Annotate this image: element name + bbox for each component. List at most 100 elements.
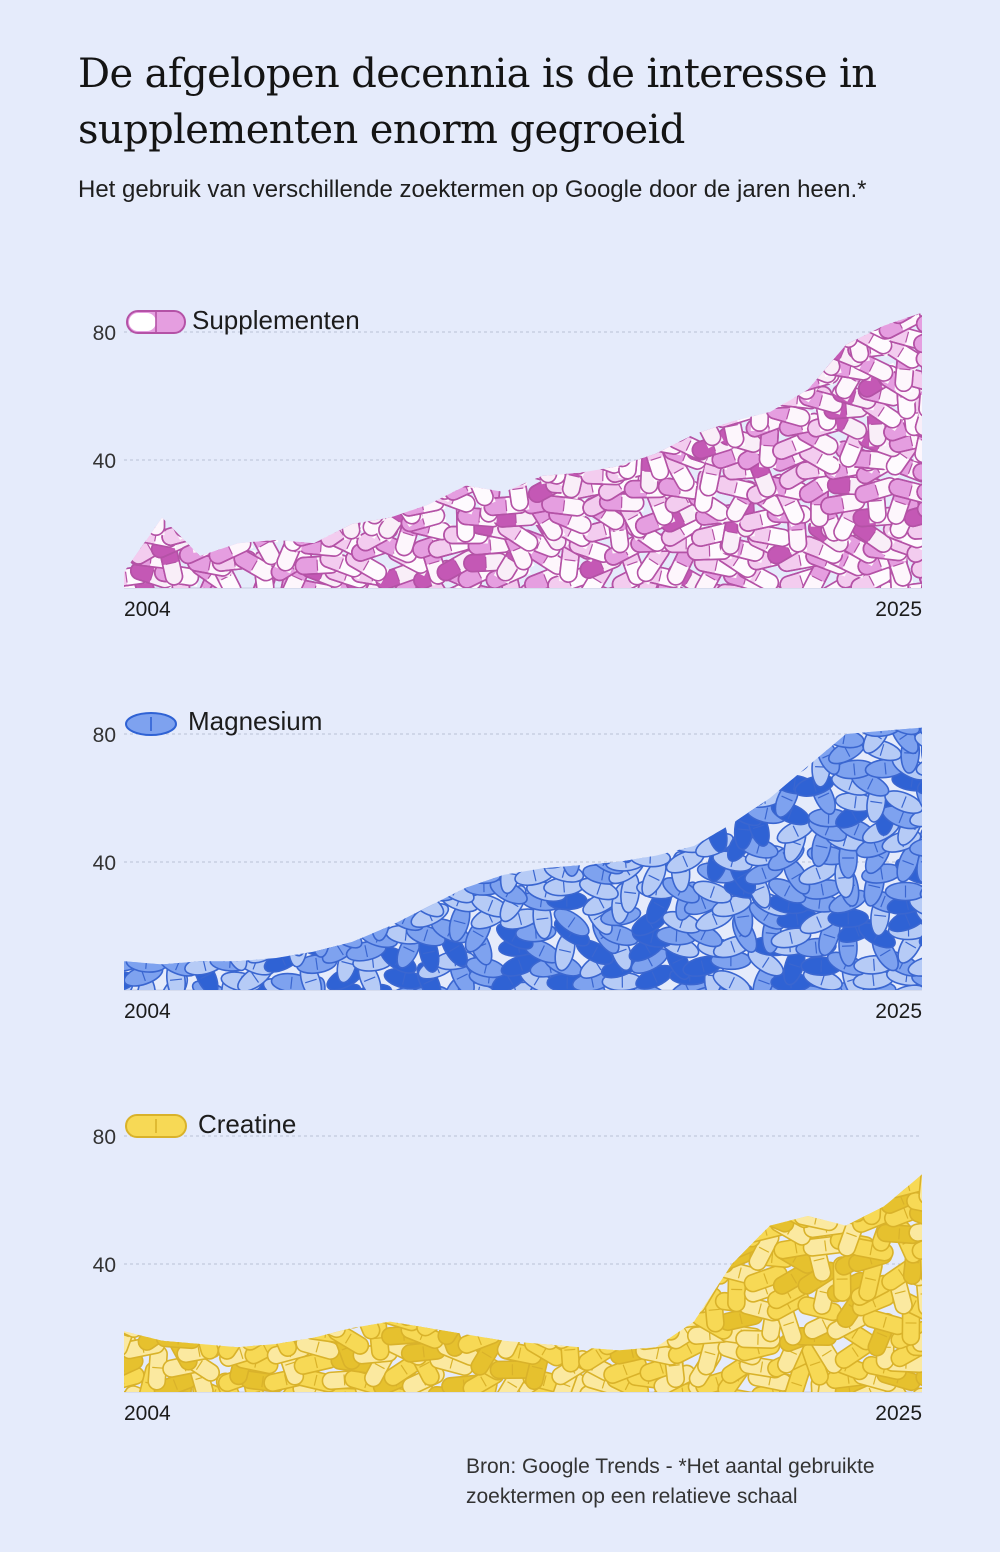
- pill: [190, 350, 236, 380]
- supplementen-chart: 40 80 2004 2025 Supplementen: [78, 300, 938, 621]
- pill: [920, 729, 922, 772]
- pill: [236, 785, 274, 813]
- pill: [531, 727, 560, 758]
- pill: [414, 1265, 460, 1286]
- pill: [513, 1216, 558, 1243]
- pill: [196, 1176, 216, 1223]
- pill: [349, 1127, 396, 1161]
- pill: [383, 680, 424, 702]
- pill: [657, 679, 701, 713]
- pill: [483, 461, 530, 486]
- pill: [522, 727, 560, 737]
- pill: [205, 762, 247, 784]
- pill: [412, 1211, 432, 1258]
- pill: [354, 741, 396, 761]
- pill: [470, 1181, 494, 1227]
- pill: [401, 683, 444, 709]
- pill: [519, 362, 564, 399]
- pill: [862, 1174, 904, 1188]
- pill: [319, 471, 366, 503]
- pill: [332, 736, 356, 777]
- pill: [492, 1128, 538, 1151]
- pill: [233, 415, 279, 438]
- pill: [638, 331, 659, 378]
- pill: [826, 312, 862, 331]
- pill: [804, 1174, 850, 1186]
- pill: [516, 326, 563, 351]
- pill: [657, 819, 699, 842]
- pill: [438, 1215, 480, 1250]
- pill: [582, 1226, 611, 1271]
- pill: [461, 465, 508, 485]
- pill: [771, 1174, 817, 1199]
- pill: [627, 728, 669, 751]
- pill: [569, 680, 612, 708]
- pill: [549, 806, 591, 828]
- pill: [635, 1099, 680, 1118]
- pill: [456, 1075, 502, 1114]
- pill: [525, 1097, 571, 1119]
- pill: [326, 441, 373, 474]
- pill: [124, 753, 147, 782]
- pill: [128, 924, 170, 946]
- pill: [124, 475, 147, 505]
- pill: [150, 1215, 194, 1246]
- pill: [136, 905, 178, 928]
- pill: [465, 1174, 494, 1210]
- pill: [132, 1222, 164, 1266]
- pill: [130, 754, 169, 781]
- pill: [584, 1276, 628, 1305]
- pill: [740, 673, 777, 716]
- pill: [629, 727, 670, 733]
- pill: [412, 335, 459, 365]
- pill: [627, 1178, 673, 1199]
- pill: [862, 1179, 883, 1226]
- pill: [383, 361, 427, 398]
- pill: [785, 727, 809, 742]
- pill: [473, 834, 514, 859]
- pill: [545, 1126, 591, 1148]
- pill: [352, 1278, 396, 1308]
- pill: [106, 1081, 153, 1111]
- supplementen-plot: 40 80 2004 2025: [93, 310, 922, 621]
- pill: [664, 1122, 702, 1168]
- pill: [570, 1110, 617, 1142]
- pill: [470, 1120, 509, 1166]
- pill: [719, 680, 763, 711]
- pill: [290, 480, 335, 517]
- pill: [192, 788, 234, 810]
- pill: [654, 1078, 701, 1114]
- pill: [435, 693, 479, 723]
- pill: [915, 340, 922, 369]
- pill: [543, 821, 585, 843]
- pill: [793, 1109, 840, 1139]
- pill: [855, 1134, 902, 1170]
- pill: [769, 740, 810, 765]
- pill: [918, 568, 922, 589]
- pill: [443, 1091, 480, 1137]
- pill: [187, 830, 227, 854]
- pill: [166, 436, 187, 483]
- pill: [774, 366, 818, 403]
- pill: [185, 341, 231, 365]
- pill: [180, 804, 222, 825]
- pill: [739, 1095, 786, 1130]
- pill: [554, 727, 596, 735]
- pill: [132, 424, 177, 459]
- pill: [439, 786, 480, 810]
- pill: [415, 433, 434, 480]
- pill: [551, 1205, 596, 1235]
- pill: [378, 381, 425, 409]
- pill: [352, 878, 391, 904]
- pill: [662, 1094, 709, 1127]
- pill: [560, 780, 583, 821]
- pill: [186, 467, 212, 514]
- pill: [581, 383, 628, 406]
- pill: [390, 316, 413, 363]
- pill: [296, 504, 343, 526]
- pill: [470, 410, 515, 445]
- pill: [131, 337, 178, 363]
- x-tick-label-start: 2004: [124, 1402, 171, 1425]
- pill: [235, 754, 274, 781]
- pill: [493, 728, 530, 758]
